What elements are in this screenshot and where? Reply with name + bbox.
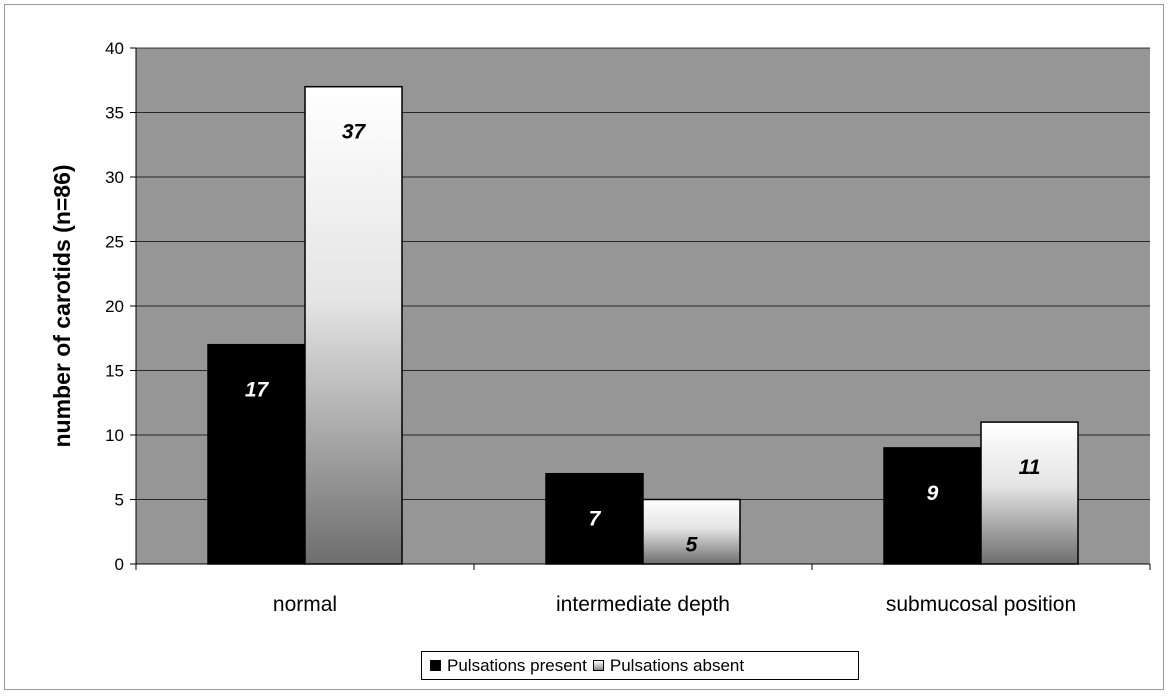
bars	[207, 85, 1079, 565]
data-label: 11	[1019, 456, 1041, 479]
x-tick-label: submucosal position	[886, 593, 1076, 616]
bar-present	[883, 447, 982, 565]
data-label: 17	[245, 379, 270, 402]
y-tick-label: 15	[105, 362, 124, 381]
y-tick-label: 10	[105, 426, 124, 445]
legend-swatch-present	[430, 660, 441, 671]
legend-swatch-absent	[592, 660, 604, 671]
y-tick-label: 0	[115, 555, 124, 574]
data-label: 5	[686, 534, 698, 557]
legend-item-present: Pulsations present	[430, 656, 587, 676]
y-tick-label: 40	[105, 39, 124, 58]
x-tick-label: normal	[273, 593, 337, 616]
bar-absent	[642, 498, 741, 565]
y-tick-label: 35	[105, 104, 124, 123]
data-labels: 17 37 7 5 9 11	[245, 121, 1041, 557]
data-label: 37	[342, 121, 367, 144]
legend-label-present: Pulsations present	[447, 655, 587, 675]
legend-label-absent: Pulsations absent	[609, 655, 745, 675]
x-tick-label: intermediate depth	[556, 593, 730, 616]
legend-item-absent: Pulsations absent	[592, 655, 745, 676]
y-tick-label: 20	[105, 297, 124, 316]
bar-present	[207, 343, 306, 565]
y-tick-label: 5	[115, 491, 124, 510]
bar-absent	[304, 85, 403, 565]
bar-absent	[980, 421, 1079, 565]
y-tick-label: 25	[105, 233, 124, 252]
legend: Pulsations present Pulsations absent	[421, 651, 859, 680]
data-label: 9	[927, 482, 939, 505]
axes: 0 5 10 15 20 25 30 35 40 normal intermediate depth…	[105, 39, 1151, 616]
y-tick-label: 30	[105, 168, 124, 187]
bar-present	[545, 472, 644, 565]
data-label: 7	[589, 508, 602, 531]
y-axis-label: number of carotids (n=86)	[49, 164, 75, 447]
